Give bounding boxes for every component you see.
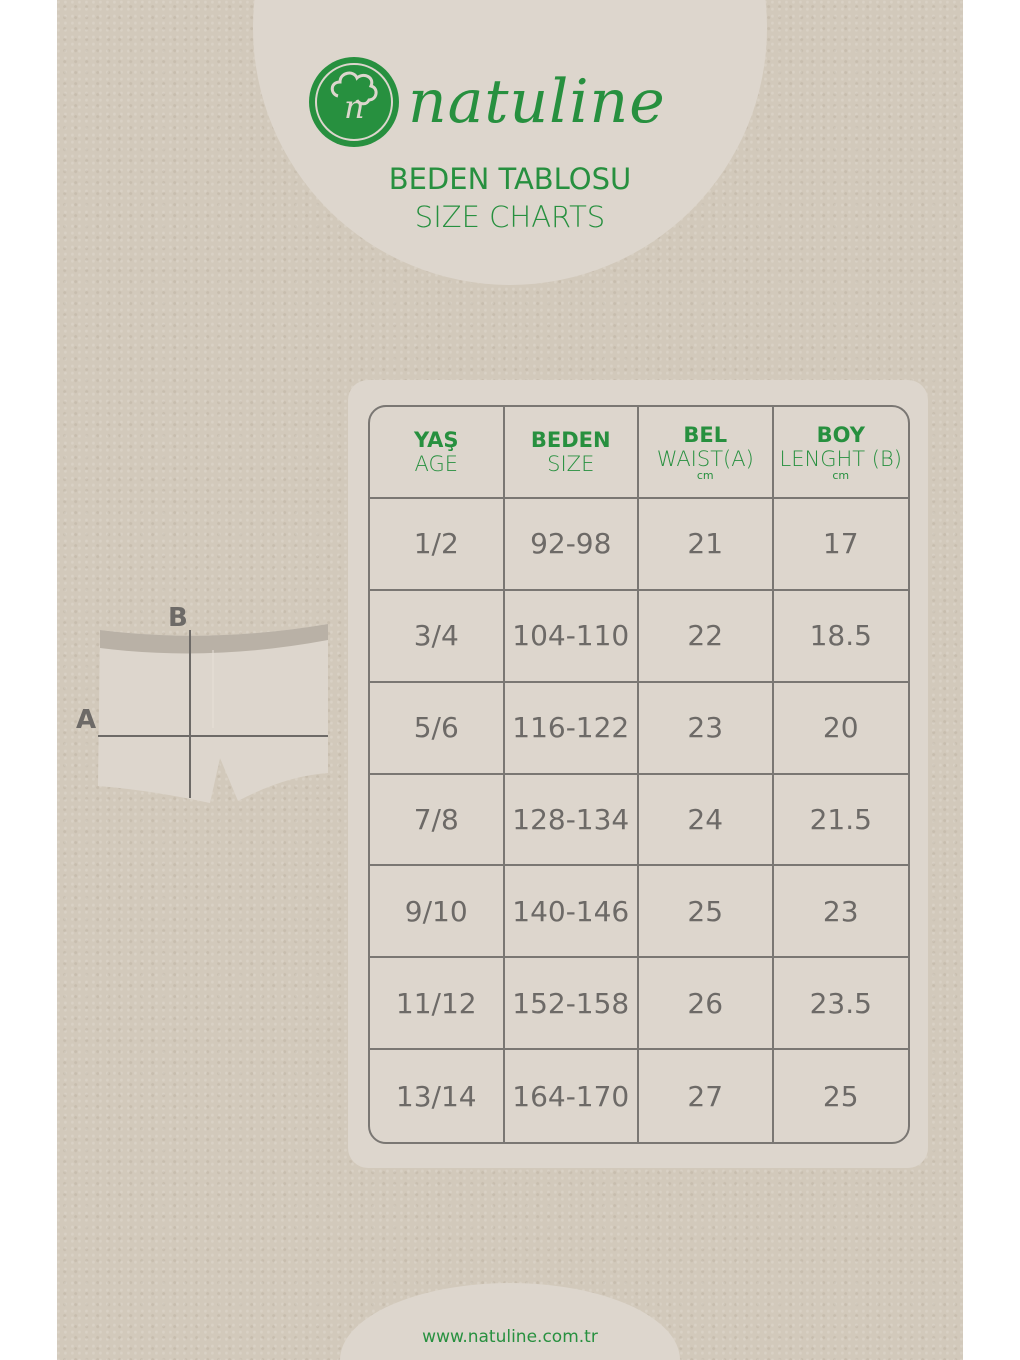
table-cell: 1/2 [370,499,505,591]
label-a: A [76,705,96,735]
header-tr: BEL [683,423,728,447]
svg-text:n: n [344,88,365,126]
table-cell: 13/14 [370,1050,505,1142]
table-cell: 7/8 [370,774,505,867]
title-turkish: BEDEN TABLOSU [388,162,632,196]
header-en: LENGHT (B) [779,447,902,471]
table-cell: 21 [639,499,774,591]
header-en: SIZE [547,452,595,476]
header-unit: cm [832,469,850,482]
table-cell: 152-158 [504,958,639,1051]
website-link[interactable]: www.natuline.com.tr [422,1327,598,1347]
brand-name: natuline [408,67,666,137]
header-tr: YAŞ [413,428,459,452]
table-cell: 140-146 [504,866,639,959]
table-cell: 22 [639,590,774,683]
table-cell: 20 [773,683,908,775]
header-cell: YAŞ AGE [370,407,505,499]
cotton-logo-icon: n [309,57,399,147]
header-cell: BEL WAIST(A) cm [639,407,774,499]
header-cell: BEDEN SIZE [504,407,639,499]
logo: n natuline [308,56,666,148]
table-cell: 17 [773,499,908,591]
table-cell: 9/10 [370,866,505,959]
table-cell: 164-170 [505,1050,639,1142]
table-cell: 11/12 [370,958,505,1051]
table-cell: 23.5 [773,958,908,1051]
header-cell: BOY LENGHT (B) cm [773,407,908,499]
header-en: AGE [414,452,459,476]
header-en: WAIST(A) [656,447,754,471]
shorts-diagram: B A [76,603,328,803]
table-cell: 27 [639,1050,774,1142]
table-cell: 104-110 [504,590,639,683]
table-cell: 25 [639,866,774,959]
table-cell: 23 [639,682,774,775]
table-cell: 25 [822,1079,859,1113]
table-cell: 5/6 [370,682,505,775]
table-cell: 26 [639,958,774,1051]
table-cell: 92-98 [504,499,639,591]
label-b: B [168,603,188,633]
table-cell: 3/4 [370,590,505,683]
table-cell: 18.5 [773,591,908,683]
header-tr: BEDEN [530,428,611,452]
table-cell: 116-122 [504,682,639,775]
table-cell: 128-134 [504,774,639,867]
table-cell: 23 [773,866,908,959]
header-unit: cm [696,469,714,482]
header-tr: BOY [816,423,865,447]
table-cell: 21.5 [773,775,908,867]
table-cell: 24 [639,774,774,867]
title-english: SIZE CHARTS [414,200,606,234]
footer-circle [340,1283,680,1360]
size-table: YAŞ AGE BEDEN SIZE BEL WAIST(A) cm BOY LENGHT (B… [368,405,910,1144]
